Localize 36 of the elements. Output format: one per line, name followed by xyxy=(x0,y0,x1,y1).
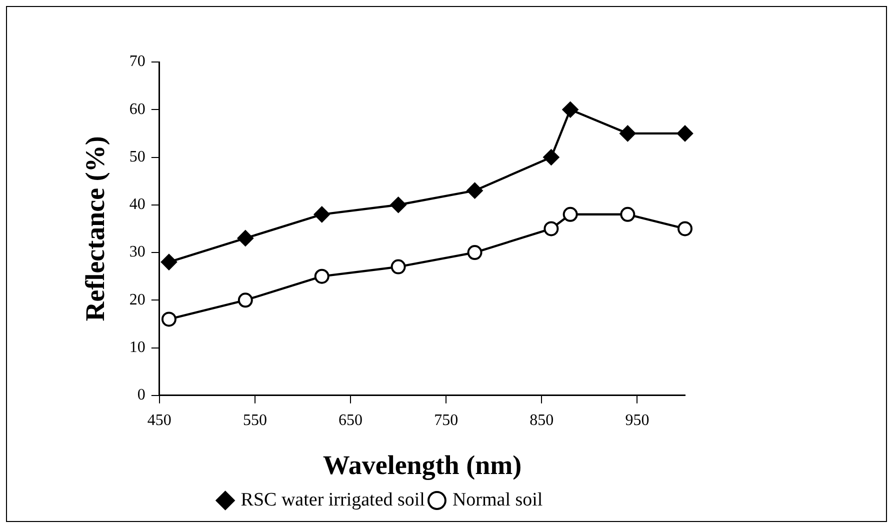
y-tick-label: 30 xyxy=(129,244,146,261)
point xyxy=(160,254,177,270)
point xyxy=(467,245,482,260)
x-axis-title: Wavelength (nm) xyxy=(322,450,522,480)
legend-label: RSC water irrigated soil xyxy=(240,489,425,510)
point xyxy=(466,182,483,199)
y-axis-title: Reflectance (%) xyxy=(80,136,110,322)
point xyxy=(314,206,330,222)
point xyxy=(390,196,406,213)
point xyxy=(620,206,636,222)
x-tick-label: 550 xyxy=(242,412,267,430)
point xyxy=(238,292,253,308)
y-tick-label: 0 xyxy=(137,386,146,404)
y-tick-label: 50 xyxy=(129,148,146,166)
point xyxy=(161,312,176,327)
point xyxy=(562,102,578,118)
x-tick-label: 950 xyxy=(625,412,650,430)
y-tick-label: 20 xyxy=(129,291,146,308)
y-tick-label: 70 xyxy=(129,53,146,70)
point xyxy=(562,206,578,222)
point xyxy=(314,268,330,284)
point xyxy=(678,221,692,236)
legend-label: Normal soil xyxy=(452,489,543,510)
point xyxy=(620,125,636,142)
x-tick-label: 750 xyxy=(434,412,458,430)
point xyxy=(543,149,560,166)
x-tick-label: 450 xyxy=(147,412,172,430)
point xyxy=(237,230,254,246)
x-tick-label: 650 xyxy=(338,412,363,430)
point xyxy=(390,259,406,274)
point xyxy=(544,221,559,236)
y-tick-label: 40 xyxy=(129,196,146,214)
y-tick-label: 10 xyxy=(129,338,146,356)
x-tick-label: 850 xyxy=(530,412,554,430)
y-tick-label: 60 xyxy=(129,100,146,118)
point xyxy=(677,125,693,142)
